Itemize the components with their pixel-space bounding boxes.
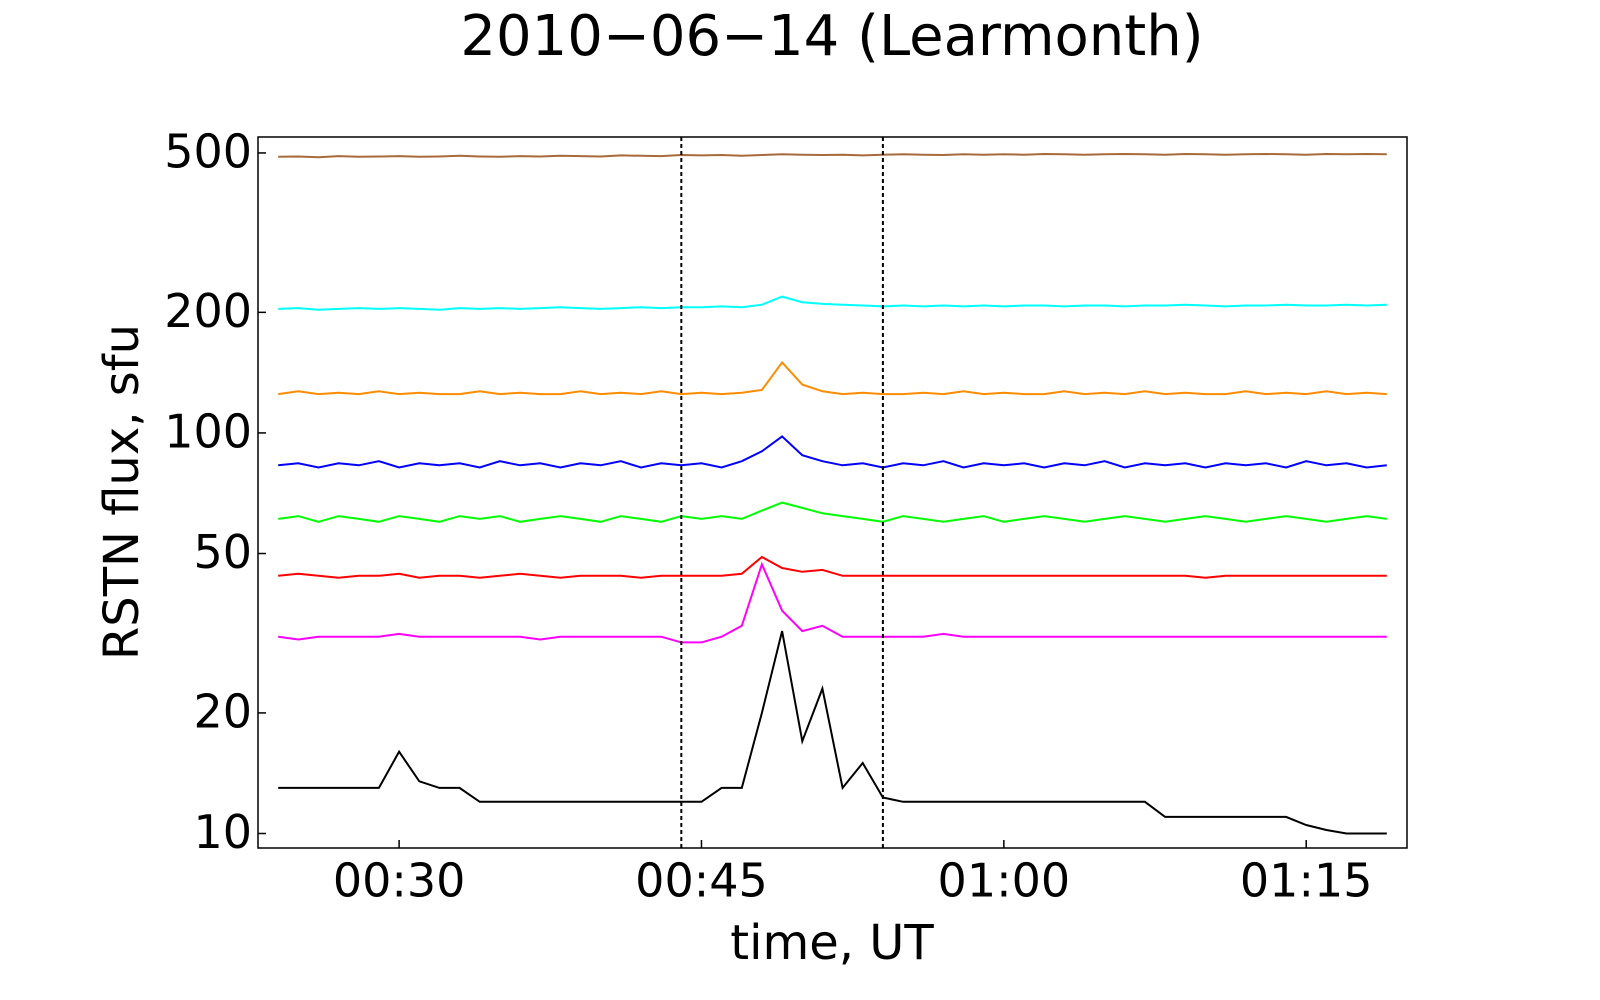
plot-frame bbox=[257, 136, 1408, 849]
x-tick-label: 01:00 bbox=[938, 854, 1071, 908]
series-line bbox=[278, 555, 1387, 579]
y-tick-label: 100 bbox=[164, 404, 252, 458]
series-line bbox=[278, 435, 1387, 469]
y-tick-label: 50 bbox=[193, 525, 252, 579]
series-line bbox=[278, 295, 1387, 311]
x-axis-label: time, UT bbox=[730, 915, 934, 971]
y-tick-label: 500 bbox=[164, 124, 252, 178]
x-tick-label: 00:45 bbox=[635, 854, 768, 908]
x-tick-label: 00:30 bbox=[333, 854, 466, 908]
chart-title: 2010−06−14 (Learmonth) bbox=[460, 4, 1203, 69]
series-line bbox=[278, 152, 1387, 159]
series-line bbox=[278, 561, 1387, 644]
x-tick-label: 01:15 bbox=[1240, 854, 1373, 908]
y-tick-label: 10 bbox=[193, 805, 252, 859]
y-tick-label: 200 bbox=[164, 284, 252, 338]
series-line bbox=[278, 501, 1387, 523]
y-axis-label: RSTN flux, sfu bbox=[94, 324, 150, 660]
series-line bbox=[278, 630, 1387, 835]
y-tick-label: 20 bbox=[193, 684, 252, 738]
series-line bbox=[278, 360, 1387, 396]
